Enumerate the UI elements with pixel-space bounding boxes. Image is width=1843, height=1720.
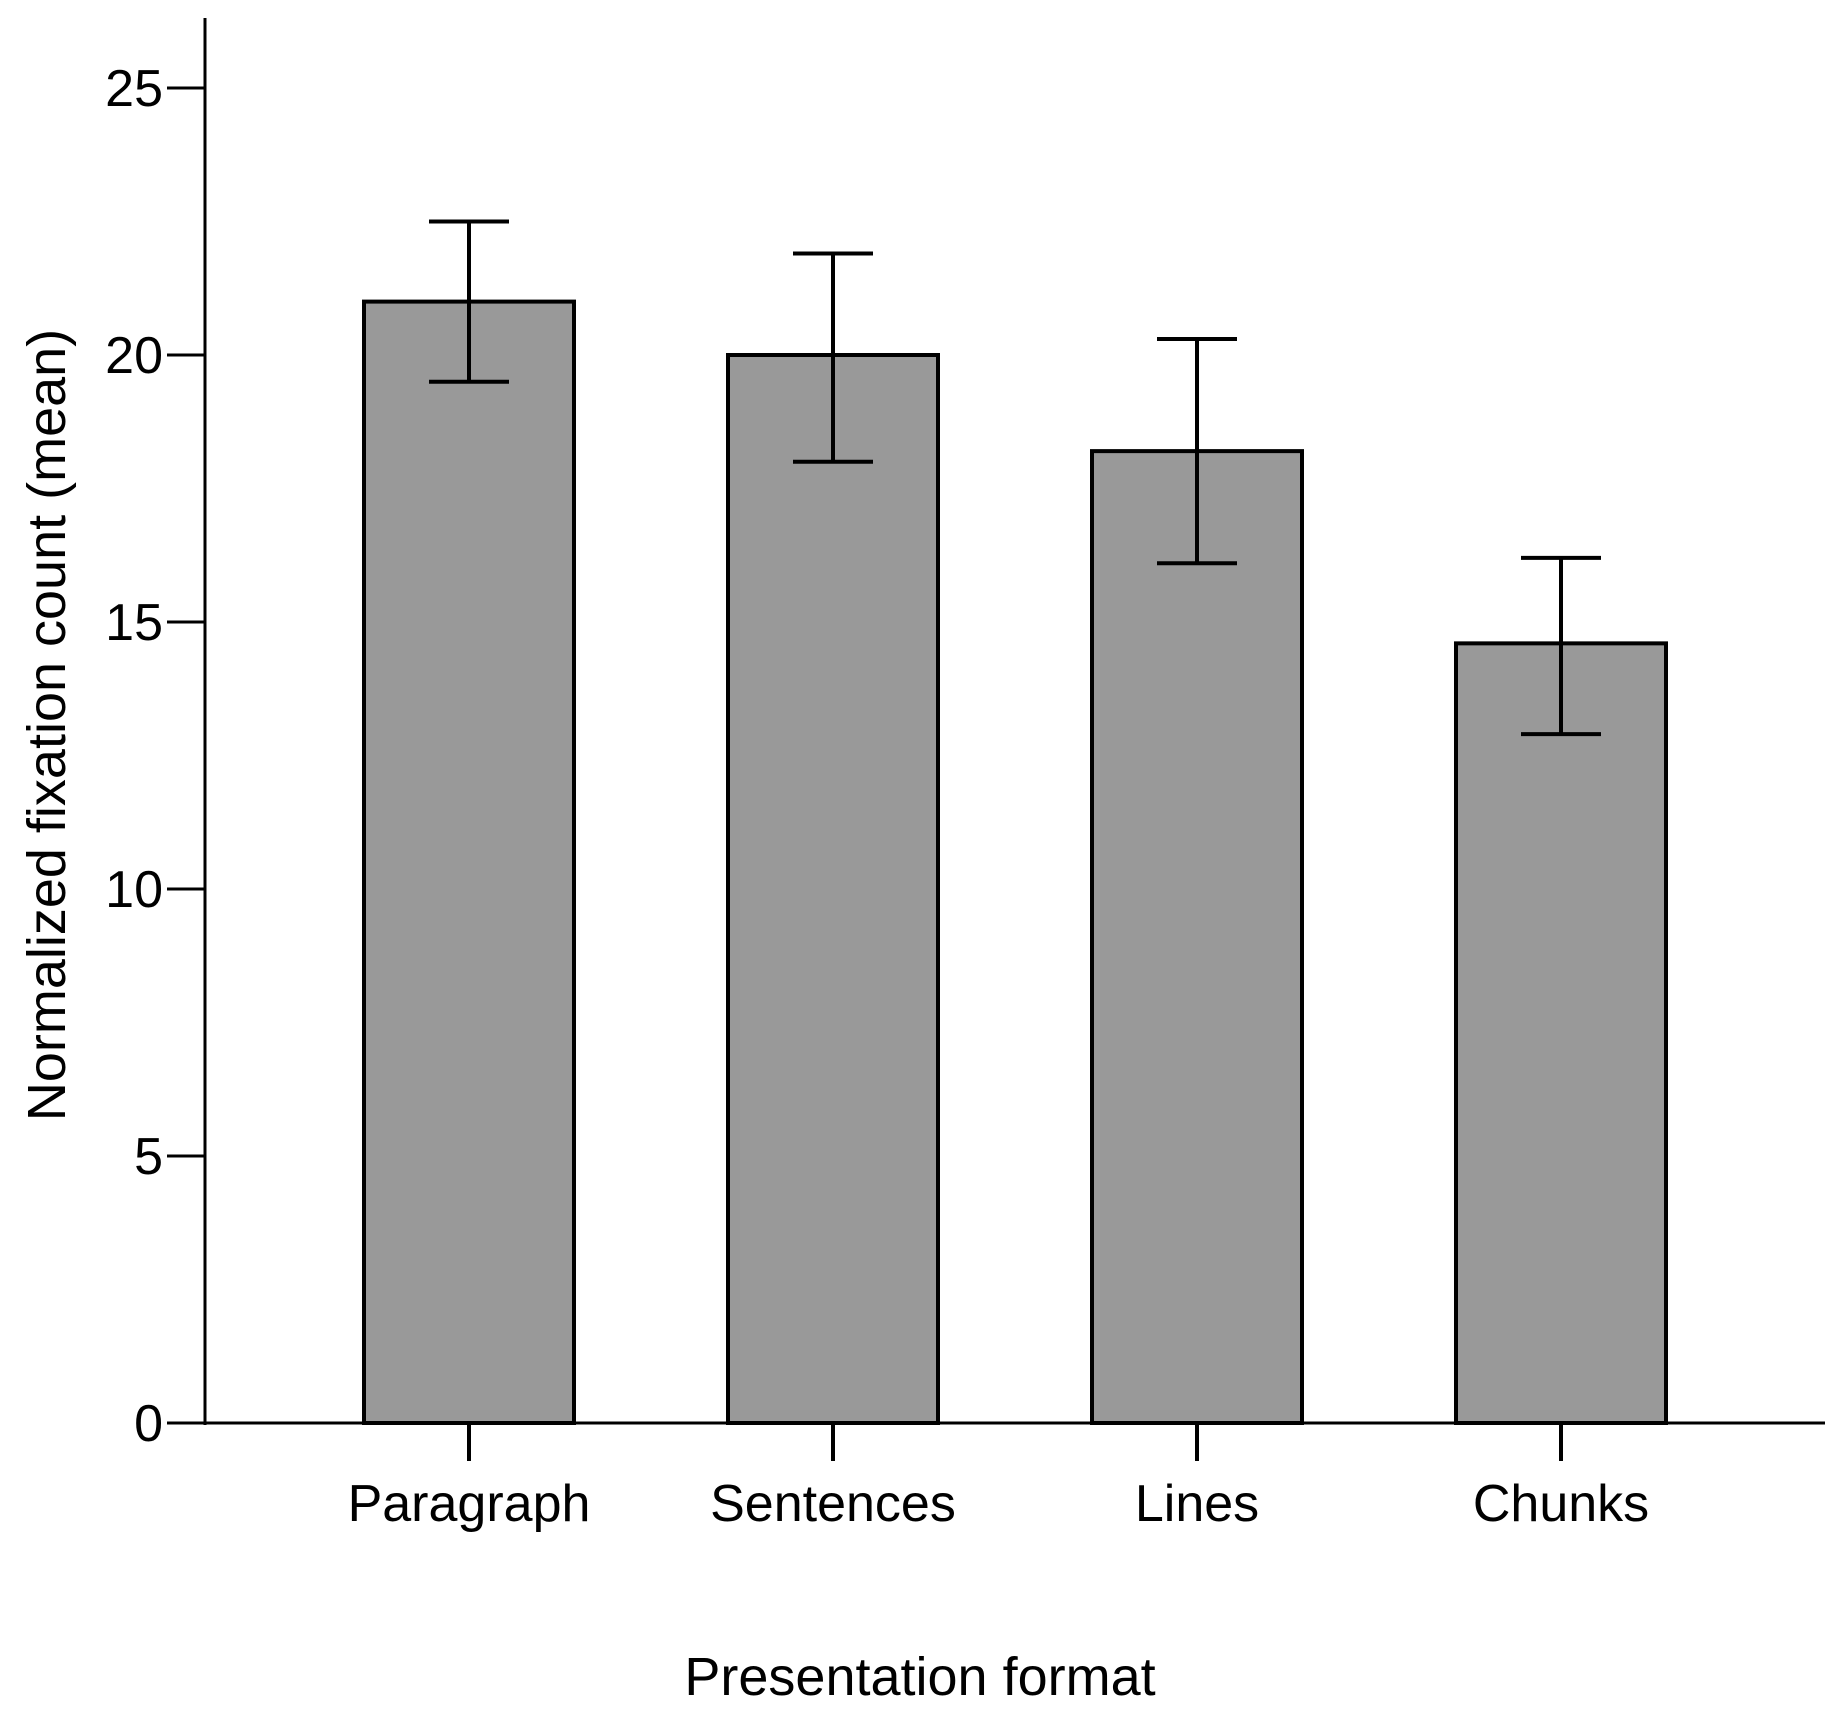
bar-chunks — [1454, 641, 1668, 1425]
y-tick-label-0: 0 — [134, 1395, 163, 1453]
y-tick-label-15: 15 — [105, 594, 163, 652]
x-tick-label-paragraph: Paragraph — [348, 1475, 591, 1533]
error-bar-sentences — [793, 251, 873, 464]
error-bar-chunks — [1521, 555, 1601, 737]
y-axis-title: Normalized fixation count (mean) — [17, 329, 77, 1121]
x-ticks-layer: Paragraph Sentences Lines Chunks — [348, 1423, 1649, 1533]
y-tick-label-5: 5 — [134, 1128, 163, 1186]
x-tick-label-lines: Lines — [1135, 1475, 1259, 1533]
y-ticks-layer: 0 5 10 15 20 25 — [105, 60, 205, 1453]
bar-sentences — [726, 353, 940, 1425]
error-bar-paragraph — [429, 219, 509, 384]
error-bar-lines — [1157, 336, 1237, 566]
axes-layer — [203, 18, 1825, 1425]
error-bars-layer — [429, 219, 1601, 737]
y-tick-label-25: 25 — [105, 60, 163, 118]
x-tick-label-sentences: Sentences — [710, 1475, 956, 1533]
y-tick-label-10: 10 — [105, 861, 163, 919]
bars-layer — [362, 299, 1668, 1426]
x-tick-label-chunks: Chunks — [1473, 1475, 1649, 1533]
x-axis-title: Presentation format — [684, 1647, 1155, 1707]
y-tick-label-20: 20 — [105, 327, 163, 385]
bar-paragraph — [362, 299, 576, 1426]
bar-lines — [1090, 449, 1304, 1425]
